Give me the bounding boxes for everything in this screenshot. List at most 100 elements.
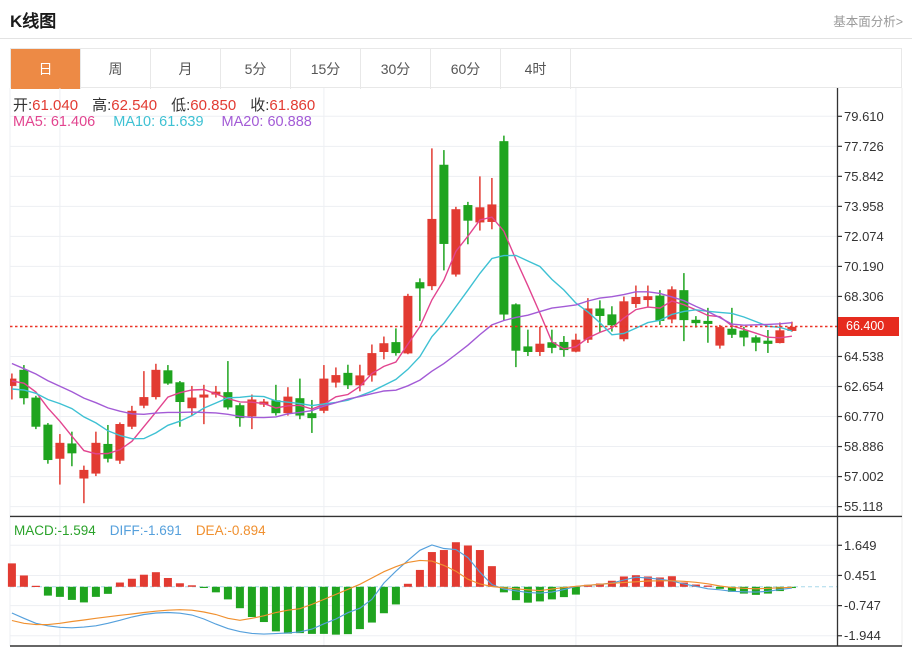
candle-body [571,339,581,352]
macd-bar [367,586,376,623]
candle-body [619,301,629,340]
tab-5分[interactable]: 5分 [221,49,291,89]
candle-body [379,343,389,352]
candle-body [451,209,461,275]
candle-body [67,443,77,454]
macd-bar [511,586,520,601]
candle-body [559,341,569,351]
macd-bar [103,586,112,594]
macd-bar [139,574,148,587]
macd-bar [523,586,532,603]
page-title: K线图 [10,12,57,31]
macd-bar [331,586,340,635]
price-tick-label: 77.726 [844,139,884,154]
macd-bar [679,582,688,587]
candle-body [667,289,677,320]
macd-2: DEA:-0.894 [195,523,266,538]
candle-body [499,141,509,315]
candle-body [271,400,281,414]
macd-bar [751,586,760,595]
macd-bar [223,586,232,600]
tab-日[interactable]: 日 [11,49,81,89]
candle-body [163,370,173,384]
price-tick-label: 62.654 [844,379,884,394]
candle-body [475,207,485,223]
candle-body [139,397,149,406]
fundamental-analysis-link[interactable]: 基本面分析> [833,15,903,29]
macd-tick-label: 1.649 [844,538,877,553]
macd-tick-label: -0.747 [844,598,881,613]
macd-bar [535,586,544,602]
candle-body [187,397,197,409]
candle-body [223,392,233,408]
macd-legend: MACD:-1.594 DIFF:-1.691 DEA:-0.894 [14,523,280,538]
price-tick-label: 68.306 [844,289,884,304]
candle-body [43,424,53,461]
candle-body [739,330,749,338]
macd-bar [271,586,280,632]
candle-body [199,394,209,398]
macd-bar [247,586,256,618]
macd-bar [631,575,640,587]
macd-bar [463,545,472,587]
candle-body [751,337,761,343]
candle-body [10,378,17,386]
dea-line [11,559,792,626]
price-tick-label: 55.118 [844,499,883,514]
candle-body [307,413,317,419]
candle-body [763,340,773,344]
current-price-label: 66.400 [838,317,899,336]
candle-body [511,304,521,351]
ohlc-1: 高:62.540 [92,97,158,114]
macd-1: DIFF:-1.691 [109,523,182,538]
tab-30分[interactable]: 30分 [361,49,431,89]
macd-bar [43,586,52,596]
macd-bar [127,578,136,587]
price-tick-label: 72.074 [844,229,884,244]
diff-line [11,544,792,635]
candle-body [463,205,473,221]
candle-body [55,442,65,459]
candle-body [727,328,737,335]
tab-15分[interactable]: 15分 [291,49,361,89]
ohlc-2: 低:60.850 [171,97,237,114]
candle-body [607,314,617,326]
macd-bar [55,586,64,597]
price-tick-label: 64.538 [844,349,884,364]
candle-body [595,308,605,316]
macd-bar [559,586,568,598]
macd-bar [7,563,16,587]
candle-body [643,296,653,301]
tab-月[interactable]: 月 [151,49,221,89]
tab-60分[interactable]: 60分 [431,49,501,89]
macd-bar [415,569,424,587]
macd-bar [187,585,196,587]
candle-body [91,442,101,474]
candle-body [403,295,413,354]
candle-body [103,443,113,459]
macd-bar [427,552,436,587]
macd-bar [379,586,388,614]
macd-bar [259,586,268,623]
tab-周[interactable]: 周 [81,49,151,89]
macd-bar [91,586,100,597]
candle-body [247,399,257,417]
macd-bar [403,583,412,587]
macd-bar [19,575,28,587]
candle-body [583,308,593,340]
macd-bar [307,586,316,634]
price-tick-label: 58.886 [844,439,884,454]
candle-body [775,330,785,344]
title-bar: K线图 基本面分析> [0,0,912,39]
macd-bar [475,550,484,587]
macd-bar [739,586,748,594]
ma-0: MA5: 61.406 [13,114,96,130]
macd-bar [619,576,628,587]
macd-bar [715,586,724,589]
macd-bar [31,585,40,587]
candle-body [523,346,533,352]
macd-bar [115,582,124,587]
candle-body [355,375,365,386]
tab-4时[interactable]: 4时 [501,49,571,89]
